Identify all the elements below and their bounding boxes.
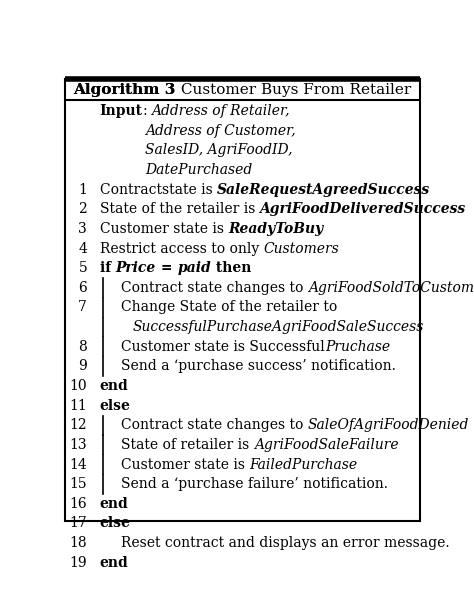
Text: 3: 3 bbox=[78, 222, 87, 236]
Text: Send a ‘purchase failure’ notification.: Send a ‘purchase failure’ notification. bbox=[121, 477, 388, 491]
Text: end: end bbox=[100, 379, 128, 393]
Text: Input: Input bbox=[100, 104, 143, 118]
Text: 12: 12 bbox=[70, 418, 87, 432]
Text: SalesID, AgriFoodID,: SalesID, AgriFoodID, bbox=[145, 143, 292, 157]
Text: SuccessfulPurchaseAgriFoodSaleSuccess: SuccessfulPurchaseAgriFoodSaleSuccess bbox=[132, 320, 423, 334]
Text: Address of Retailer,: Address of Retailer, bbox=[152, 104, 290, 118]
Text: 1: 1 bbox=[78, 182, 87, 197]
Text: 2: 2 bbox=[78, 202, 87, 216]
Text: SaleRequestAgreedSuccess: SaleRequestAgreedSuccess bbox=[217, 182, 430, 197]
Text: end: end bbox=[100, 556, 128, 570]
Text: if: if bbox=[100, 261, 116, 275]
Text: else: else bbox=[100, 516, 130, 530]
Text: AgriFoodDeliveredSuccess: AgriFoodDeliveredSuccess bbox=[259, 202, 465, 216]
Text: :: : bbox=[143, 104, 152, 118]
Text: 15: 15 bbox=[70, 477, 87, 491]
Text: Customers: Customers bbox=[263, 242, 339, 256]
Text: AgriFoodSaleFailure: AgriFoodSaleFailure bbox=[254, 438, 399, 452]
Text: FailedPurchase: FailedPurchase bbox=[250, 458, 358, 471]
Text: Address of Customer,: Address of Customer, bbox=[145, 124, 296, 138]
Text: Customer state is: Customer state is bbox=[100, 222, 228, 236]
Text: 14: 14 bbox=[69, 458, 87, 471]
Text: 7: 7 bbox=[78, 300, 87, 314]
Text: 4: 4 bbox=[78, 242, 87, 256]
Text: Contractstate is: Contractstate is bbox=[100, 182, 217, 197]
Text: then: then bbox=[211, 261, 251, 275]
Text: Customer state is: Customer state is bbox=[121, 458, 250, 471]
Text: else: else bbox=[100, 398, 130, 413]
Text: 19: 19 bbox=[70, 556, 87, 570]
Text: 11: 11 bbox=[69, 398, 87, 413]
Text: end: end bbox=[100, 497, 128, 511]
Text: DatePurchased: DatePurchased bbox=[145, 163, 252, 177]
Text: Pruchase: Pruchase bbox=[325, 340, 390, 353]
Text: Algorithm 3: Algorithm 3 bbox=[73, 82, 175, 96]
Text: ReadyToBuy: ReadyToBuy bbox=[228, 222, 323, 236]
Text: Customer Buys From Retailer: Customer Buys From Retailer bbox=[175, 82, 411, 96]
Text: 16: 16 bbox=[70, 497, 87, 511]
Text: 10: 10 bbox=[70, 379, 87, 393]
Text: Algorithm 3: Algorithm 3 bbox=[73, 82, 175, 96]
Text: 17: 17 bbox=[69, 516, 87, 530]
Text: 18: 18 bbox=[70, 536, 87, 550]
Text: =: = bbox=[156, 261, 177, 275]
Text: Send a ‘purchase success’ notification.: Send a ‘purchase success’ notification. bbox=[121, 359, 396, 374]
Text: paid: paid bbox=[177, 261, 211, 275]
Text: 8: 8 bbox=[78, 340, 87, 353]
Text: State of retailer is: State of retailer is bbox=[121, 438, 254, 452]
Text: Change State of the retailer to: Change State of the retailer to bbox=[121, 300, 337, 314]
Text: 9: 9 bbox=[78, 359, 87, 374]
Text: 5: 5 bbox=[78, 261, 87, 275]
Text: Reset contract and displays an error message.: Reset contract and displays an error mes… bbox=[121, 536, 450, 550]
Text: 13: 13 bbox=[70, 438, 87, 452]
Text: SaleOfAgriFoodDenied: SaleOfAgriFoodDenied bbox=[308, 418, 469, 432]
Text: 6: 6 bbox=[78, 281, 87, 295]
Text: AgriFoodSoldToCustomer: AgriFoodSoldToCustomer bbox=[308, 281, 474, 295]
Text: Contract state changes to: Contract state changes to bbox=[121, 418, 308, 432]
Text: Contract state changes to: Contract state changes to bbox=[121, 281, 308, 295]
Text: Price: Price bbox=[116, 261, 156, 275]
Text: Customer state is Successful: Customer state is Successful bbox=[121, 340, 325, 353]
Text: State of the retailer is: State of the retailer is bbox=[100, 202, 259, 216]
Text: Restrict access to only: Restrict access to only bbox=[100, 242, 263, 256]
